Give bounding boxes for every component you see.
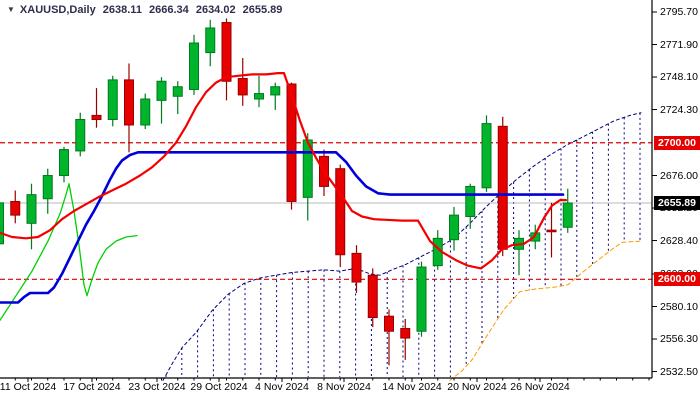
candle	[10, 190, 21, 224]
candle	[0, 202, 4, 245]
candle	[546, 202, 557, 258]
candle	[156, 77, 167, 124]
date-tick-label: 8 Nov 2024	[317, 381, 371, 393]
quote-open: 2638.11	[102, 4, 142, 16]
date-tick-label: 14 Nov 2024	[382, 381, 442, 393]
price-level-badge: 2700.00	[654, 135, 700, 150]
ichimoku-cloud-hatch	[165, 112, 641, 377]
candle	[124, 63, 134, 153]
candle	[26, 183, 37, 250]
price-tick-label: 2724.30	[660, 103, 698, 116]
candle	[351, 245, 362, 293]
chevron-down-icon: ▼	[7, 5, 15, 14]
candle	[286, 82, 297, 210]
candle	[59, 146, 69, 183]
candle	[497, 116, 508, 257]
kijun-line	[0, 151, 565, 304]
candle	[205, 19, 216, 67]
price-level-badge: 2600.00	[654, 272, 700, 287]
current-price-badge: 2655.89	[654, 196, 700, 210]
date-tick-label: 17 Oct 2024	[63, 381, 121, 393]
symbol-label: XAUUSD,Daily	[19, 4, 96, 16]
candle	[172, 81, 183, 115]
candle	[416, 261, 427, 337]
price-tick-label: 2795.70	[660, 6, 698, 18]
candle	[400, 318, 411, 360]
chikou-line	[0, 183, 138, 321]
date-tick-label: 4 Nov 2024	[255, 381, 309, 393]
date-tick-label: 23 Oct 2024	[128, 381, 186, 393]
candle	[465, 183, 476, 229]
candle	[107, 75, 118, 127]
candle	[254, 75, 264, 108]
price-tick-label: 2628.40	[660, 234, 698, 247]
date-tick-label: 20 Nov 2024	[447, 381, 507, 393]
tenkan-line	[0, 72, 568, 270]
candle	[237, 58, 248, 106]
candles	[0, 18, 573, 366]
candle	[140, 93, 151, 130]
candle	[367, 268, 378, 328]
candle	[384, 309, 394, 366]
candle	[42, 168, 53, 214]
price-tick-label: 2771.90	[660, 38, 698, 51]
candle	[449, 206, 459, 251]
price-tick-label: 2748.10	[660, 71, 698, 83]
candle	[481, 115, 492, 192]
quote-high: 2666.34	[149, 4, 189, 16]
price-tick-label: 2580.10	[660, 300, 698, 313]
senkou-b-line	[449, 240, 642, 381]
price-tick-label: 2532.50	[660, 365, 698, 378]
price-tick-label: 2676.00	[660, 169, 698, 182]
price-tick-label: 2556.30	[660, 333, 698, 345]
candle	[91, 88, 102, 128]
candle	[221, 18, 232, 101]
candle	[335, 164, 346, 268]
date-tick-label: 29 Oct 2024	[190, 381, 248, 393]
quote-low: 2634.02	[195, 4, 236, 16]
symbol-quote-line: ▼ XAUUSD,Daily 2638.11 2666.34 2634.02 26…	[7, 4, 286, 16]
quote-close: 2655.89	[242, 4, 283, 16]
date-tick-label: 11 Oct 2024	[0, 381, 57, 393]
candle	[562, 188, 573, 233]
senkou-a-line	[162, 112, 642, 381]
candle	[270, 82, 281, 110]
date-tick-label: 26 Nov 2024	[510, 381, 570, 393]
candle	[75, 112, 86, 157]
candle	[514, 230, 524, 276]
candle	[189, 34, 199, 95]
